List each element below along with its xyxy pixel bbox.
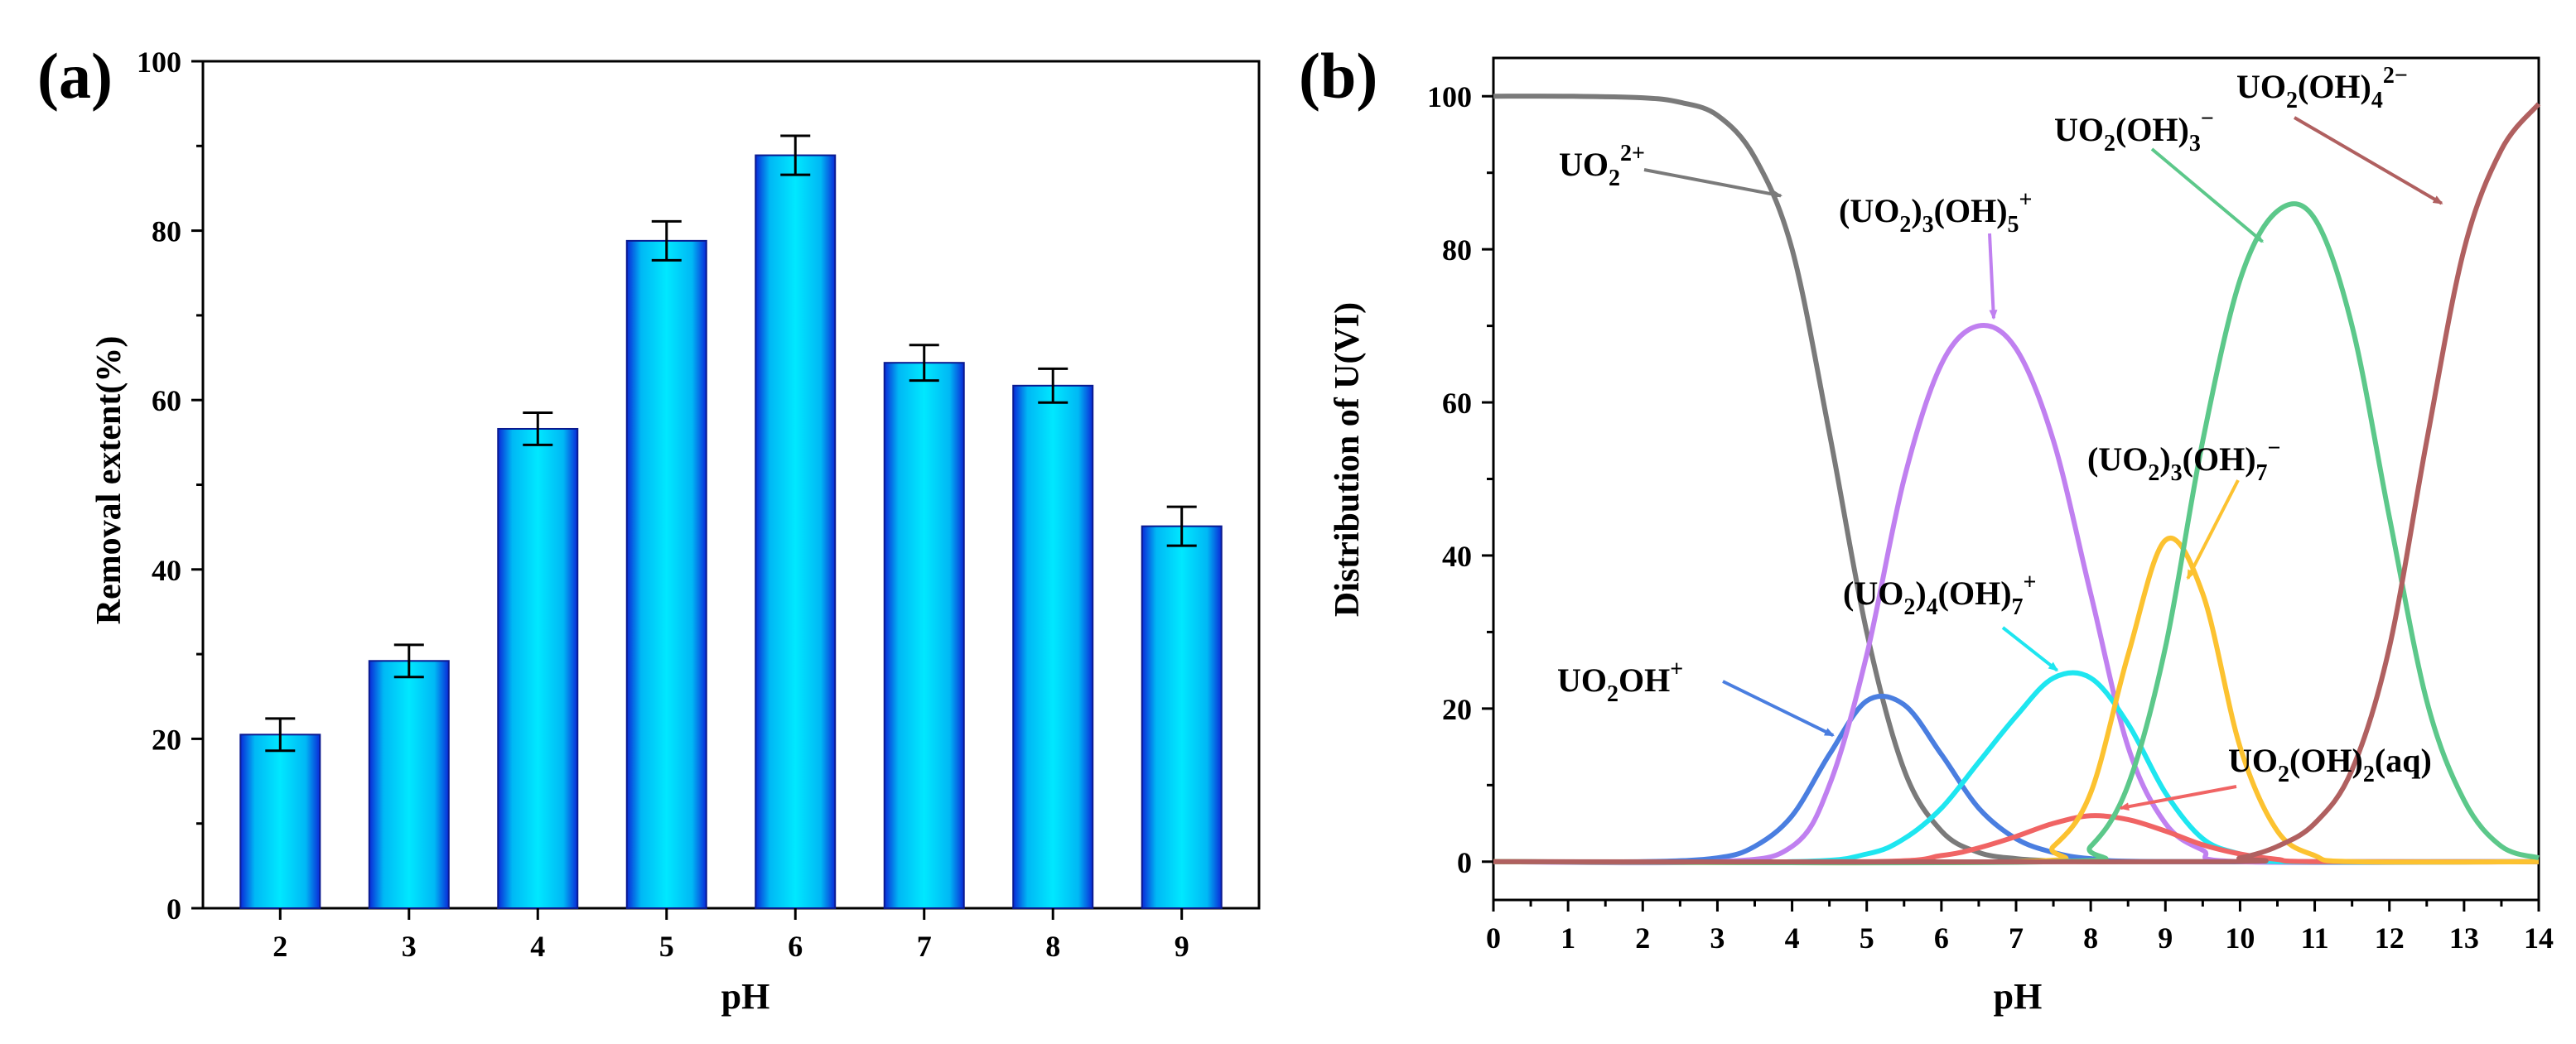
x-tick-label-b: 11 [2301, 921, 2329, 955]
bar-8 [1012, 384, 1094, 909]
bar-2 [239, 734, 321, 909]
y-tick-label-b: 100 [1427, 80, 1472, 113]
x-axis-title-a: pH [721, 976, 770, 1017]
y-tick-label-b: 0 [1457, 846, 1472, 879]
y-tick-label-a: 60 [152, 384, 181, 417]
x-tick-label-b: 0 [1486, 921, 1501, 955]
panel-label-b: (b) [1299, 40, 1377, 112]
x-tick-label-b: 13 [2449, 921, 2479, 955]
species-label-uo2-oh-2-aq: UO2(OH)2(aq) [2228, 742, 2432, 787]
species-arrow-uo2-oh-3-minus [2150, 147, 2265, 243]
x-tick-label-a: 9 [1175, 930, 1189, 963]
species-label-uo2-3-oh-5-plus: (UO2)3(OH)5+ [1839, 187, 2033, 238]
species-label-uo2-4-oh-7-plus: (UO2)4(OH)7+ [1843, 570, 2037, 620]
y-tick-label-b: 20 [1442, 693, 1472, 726]
series-line-uo2-oh-2-aq [1493, 813, 2540, 865]
species-arrow-uo2oh-plus [1722, 680, 1835, 738]
species-arrow-uo2-oh-4-2minus [2293, 116, 2443, 205]
y-tick-label-a: 0 [166, 892, 181, 926]
species-label-uo2-oh-4-2minus: UO2(OH)42− [2236, 63, 2408, 113]
panel-label-a: (a) [37, 40, 113, 112]
species-arrow-uo2-3-oh-7-minus [2186, 479, 2240, 580]
y-axis-title-a: Removal extent(%) [90, 336, 128, 625]
y-tick-label-a: 20 [152, 723, 181, 756]
x-tick-label-b: 12 [2375, 921, 2405, 955]
series-line-uo2-3-oh-7-minus [1493, 536, 2540, 866]
species-arrow-uo2-oh-2-aq [2119, 785, 2237, 811]
plot-area-a: 0 20 40 60 80 100 2 3 4 5 6 7 8 9 [137, 46, 1261, 963]
x-tick-label-b: 4 [1785, 921, 1800, 955]
x-axis-title-b: pH [1994, 976, 2043, 1017]
series-line-uo2-oh-4-2minus [1493, 102, 2541, 865]
y-axis-title-b: Distribution of U(VI) [1329, 302, 1367, 617]
panel-b-line-chart: (b) 0 1 2 3 4 5 6 7 8 9 10 11 12 13 14020406080100UO22… [1299, 40, 2554, 1017]
x-tick-label-a: 6 [788, 930, 803, 963]
plot-area-b: 0 1 2 3 4 5 6 7 8 9 10 11 12 13 14020406080100UO22+UO2… [1427, 56, 2554, 955]
x-tick-label-a: 7 [917, 930, 932, 963]
bar-3 [368, 660, 450, 909]
x-tick-label-b: 1 [1561, 921, 1575, 955]
x-tick-label-a: 4 [530, 930, 545, 963]
y-tick-label-b: 40 [1442, 540, 1472, 573]
bar-5 [625, 239, 707, 910]
y-tick-label-a: 80 [152, 215, 181, 248]
species-label-uo2-3-oh-7-minus: (UO2)3(OH)7− [2087, 435, 2281, 486]
y-tick-label-a: 40 [152, 554, 181, 587]
bar-9 [1141, 525, 1223, 909]
species-arrow-uo2-2plus [1643, 168, 1783, 199]
x-tick-label-a: 2 [273, 930, 287, 963]
y-tick-label-b: 60 [1442, 387, 1472, 420]
x-tick-label-b: 6 [1934, 921, 1949, 955]
x-tick-label-b: 10 [2225, 921, 2255, 955]
x-tick-label-b: 2 [1635, 921, 1650, 955]
species-label-uo2-oh-3-minus: UO2(OH)3− [2054, 106, 2214, 156]
species-arrow-uo2-4-oh-7-plus [2001, 626, 2059, 672]
x-tick-label-b: 3 [1710, 921, 1725, 955]
x-tick-label-b: 9 [2158, 921, 2173, 955]
x-tick-label-b: 8 [2083, 921, 2098, 955]
x-tick-label-b: 5 [1860, 921, 1874, 955]
x-tick-label-b: 14 [2524, 921, 2554, 955]
plot-frame-a [201, 60, 1261, 910]
bar-4 [497, 427, 579, 909]
bar-6 [755, 154, 837, 910]
y-tick-label-b: 80 [1442, 233, 1472, 267]
x-tick-label-a: 5 [659, 930, 674, 963]
series-line-uo2-oh-3-minus [1493, 201, 2540, 866]
bar-7 [883, 362, 965, 909]
series-line-uo2-3-oh-5-plus [1493, 322, 2540, 866]
species-arrow-uo2-3-oh-5-plus [1988, 233, 1998, 320]
panel-a-bar-chart: (a) 0 20 40 60 80 100 2 3 4 5 6 7 8 9 Removal extent(… [37, 40, 1261, 1017]
x-tick-label-a: 8 [1045, 930, 1060, 963]
x-tick-label-b: 7 [2009, 921, 2024, 955]
x-tick-label-a: 3 [402, 930, 417, 963]
species-label-uo2oh-plus: UO2OH+ [1557, 657, 1683, 707]
species-label-uo2-2plus: UO22+ [1559, 141, 1645, 191]
y-tick-label-a: 100 [137, 46, 181, 79]
